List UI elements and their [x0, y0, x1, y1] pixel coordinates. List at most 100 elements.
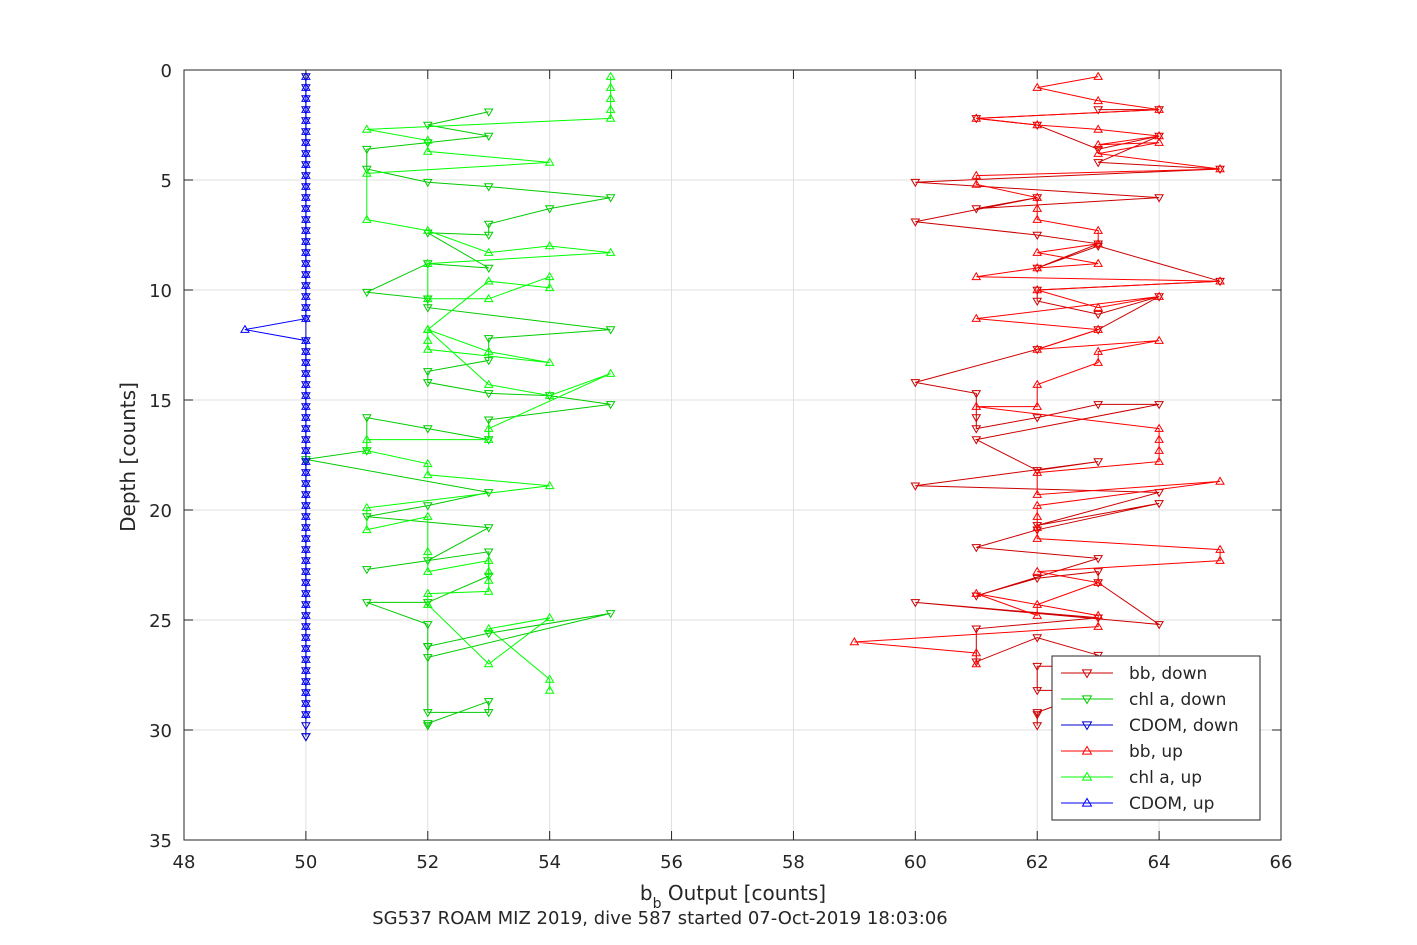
data-point: [971, 659, 982, 668]
data-point: [910, 218, 921, 227]
data-point: [1032, 500, 1043, 509]
data-point: [1215, 276, 1225, 285]
data-point: [301, 555, 311, 564]
data-point: [971, 313, 982, 322]
data-point: [301, 533, 311, 542]
legend-label: CDOM, up: [1129, 794, 1214, 814]
data-point: [1154, 137, 1164, 146]
legend-label: CDOM, down: [1129, 716, 1239, 736]
data-point: [544, 480, 555, 490]
x-tick-label: 64: [1148, 852, 1171, 873]
data-point: [483, 698, 494, 707]
data-point: [301, 643, 311, 652]
data-point: [605, 194, 616, 203]
data-point: [301, 709, 311, 718]
data-point: [544, 674, 555, 683]
data-point: [910, 178, 921, 188]
data-point: [301, 313, 311, 322]
data-point: [422, 469, 433, 479]
data-point: [301, 82, 311, 91]
data-point: [1093, 568, 1104, 577]
data-point: [361, 168, 372, 177]
data-point: [483, 566, 494, 575]
data-point: [301, 137, 311, 146]
data-point: [422, 621, 433, 630]
data-point: [483, 132, 494, 141]
data-point: [1032, 610, 1043, 619]
legend-item: bb, up: [1061, 742, 1183, 762]
x-tick-label: 60: [904, 852, 927, 873]
data-point: [544, 612, 555, 622]
data-point: [483, 357, 494, 366]
data-point: [605, 71, 616, 80]
data-point: [1032, 214, 1043, 223]
series-bb-up: [849, 71, 1225, 668]
data-point: [301, 214, 311, 223]
y-tick-label: 0: [161, 61, 172, 82]
data-point: [361, 414, 372, 423]
data-point: [422, 643, 433, 652]
data-point: [301, 588, 311, 597]
data-point: [483, 629, 494, 639]
data-point: [361, 434, 372, 443]
data-point: [422, 425, 433, 434]
data-point: [422, 368, 433, 377]
data-point: [301, 346, 311, 355]
data-point: [1093, 95, 1104, 105]
data-point: [1093, 145, 1104, 155]
data-point: [301, 544, 311, 553]
data-point: [422, 225, 433, 234]
data-point: [849, 637, 860, 646]
legend-label: chl a, down: [1129, 690, 1226, 710]
x-tick-label: 62: [1026, 852, 1049, 873]
data-point: [971, 271, 982, 281]
data-point: [361, 445, 372, 454]
data-point: [1093, 610, 1104, 619]
data-point: [544, 357, 555, 366]
data-point: [971, 401, 982, 410]
data-point: [422, 258, 433, 267]
data-point: [422, 121, 433, 130]
data-point: [361, 566, 372, 575]
data-point: [483, 390, 494, 399]
data-point: [301, 192, 311, 201]
data-point: [1032, 662, 1043, 672]
data-point: [1093, 310, 1104, 320]
data-point: [1093, 238, 1104, 248]
data-point: [422, 546, 433, 556]
data-point: [301, 423, 311, 432]
data-point: [910, 482, 921, 491]
data-point: [1154, 500, 1164, 509]
data-point: [1215, 164, 1225, 173]
data-point: [971, 436, 982, 445]
data-point: [1093, 106, 1104, 115]
data-point: [1032, 566, 1043, 575]
data-point: [1032, 467, 1043, 476]
data-point: [301, 280, 311, 289]
data-point: [301, 203, 311, 212]
y-tick-label: 15: [149, 391, 172, 412]
data-point: [483, 423, 494, 432]
data-point: [301, 478, 311, 487]
data-point: [1032, 687, 1043, 696]
data-point: [483, 247, 494, 256]
chart-title: SG537 ROAM MIZ 2019, dive 587 started 07…: [372, 908, 948, 929]
data-point: [483, 575, 494, 584]
data-point: [605, 82, 616, 91]
data-point: [1032, 511, 1043, 520]
data-point: [422, 178, 433, 188]
data-point: [1032, 344, 1043, 353]
data-point: [1093, 139, 1104, 149]
data-point: [605, 113, 616, 122]
data-point: [422, 588, 433, 597]
data-point: [361, 145, 372, 155]
x-tick-label: 66: [1270, 852, 1293, 873]
y-tick-label: 20: [149, 501, 172, 522]
data-point: [1093, 258, 1104, 267]
legend-marker: [1081, 695, 1093, 705]
legend-label: bb, up: [1129, 742, 1183, 762]
data-point: [1093, 225, 1104, 234]
data-point: [1093, 159, 1104, 168]
data-point: [483, 659, 494, 668]
data-point: [971, 625, 982, 634]
